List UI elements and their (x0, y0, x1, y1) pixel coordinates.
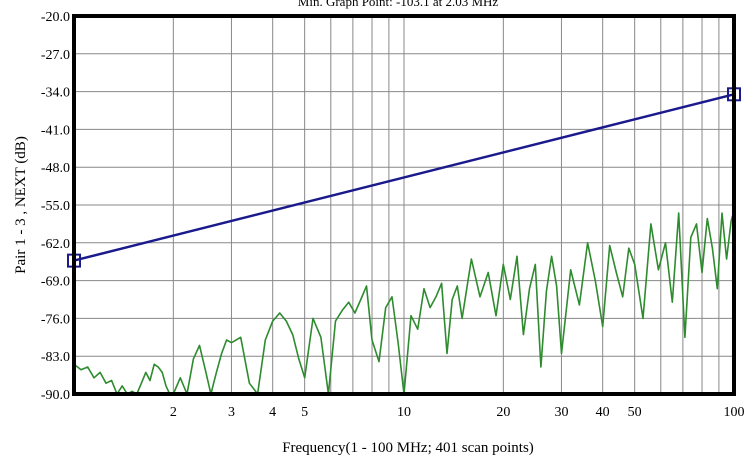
x-tick-label: 4 (269, 405, 276, 420)
x-axis-ticks: 2 3 4 5 10 20 30 40 50 100 (170, 405, 745, 420)
x-axis-label: Frequency(1 - 100 MHz; 401 scan points) (282, 440, 534, 456)
plot-frame (72, 14, 736, 396)
x-tick-label: 3 (228, 405, 235, 420)
y-tick-label: -41.0 (41, 123, 70, 138)
y-tick-label: -48.0 (41, 161, 70, 176)
y-tick-label: -69.0 (41, 275, 70, 290)
x-tick-label: 50 (628, 405, 642, 420)
y-tick-label: -83.0 (41, 350, 70, 365)
x-tick-label: 2 (170, 405, 177, 420)
y-tick-label: -34.0 (41, 86, 70, 101)
limit-line (73, 93, 735, 262)
x-tick-label: 100 (724, 405, 745, 420)
x-tick-label: 40 (596, 405, 610, 420)
x-tick-label: 5 (301, 405, 308, 420)
y-axis-ticks: -20.0 -27.0 -34.0 -41.0 -48.0 -55.0 -62.0 -69.0… (41, 10, 70, 403)
x-tick-label: 20 (496, 405, 510, 420)
measurement-line (73, 210, 735, 395)
y-tick-label: -90.0 (41, 388, 70, 403)
y-tick-label: -76.0 (41, 312, 70, 327)
grid (74, 16, 734, 394)
x-tick-label: 10 (397, 405, 411, 420)
y-axis-label: Pair 1 - 3 , NEXT (dB) (13, 136, 29, 274)
x-tick-label: 30 (554, 405, 568, 420)
y-tick-label: -27.0 (41, 48, 70, 63)
y-tick-label: -20.0 (41, 10, 70, 25)
chart-title: Min. Graph Point: -103.1 at 2.03 MHz (298, 0, 499, 9)
y-tick-label: -55.0 (41, 199, 70, 214)
y-tick-label: -62.0 (41, 237, 70, 252)
